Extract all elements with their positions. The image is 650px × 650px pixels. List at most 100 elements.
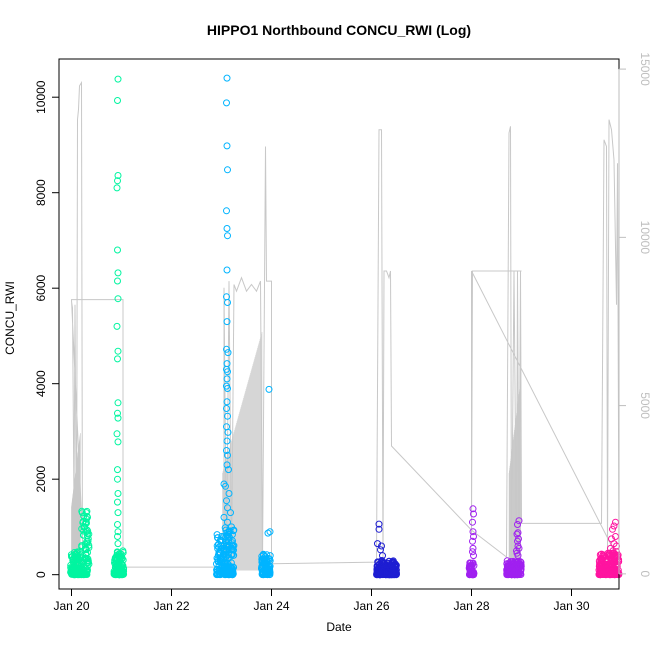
data-point <box>514 567 521 575</box>
data-point <box>469 528 477 536</box>
data-point <box>469 568 477 576</box>
data-point <box>223 447 230 454</box>
data-point <box>113 322 121 330</box>
x-tick-label: Jan 30 <box>553 599 589 613</box>
data-point <box>263 551 271 559</box>
data-point <box>117 553 125 561</box>
data-point <box>111 560 119 568</box>
data-point <box>264 529 272 537</box>
data-point <box>223 99 230 107</box>
data-point <box>373 571 381 579</box>
data-point <box>469 537 476 545</box>
data-point <box>113 184 121 192</box>
data-point <box>223 266 231 274</box>
data-point <box>229 570 237 578</box>
data-point <box>223 398 231 406</box>
data-point <box>114 355 121 363</box>
data-point <box>224 451 231 459</box>
data-point <box>378 570 386 578</box>
data-point <box>224 232 231 240</box>
data-point <box>375 520 383 528</box>
y-tick-label: 0 <box>34 571 48 578</box>
data-point <box>224 550 232 558</box>
y2-tick-label: 0 <box>638 571 650 578</box>
data-point <box>217 558 225 566</box>
data-point <box>385 569 393 576</box>
data-point <box>378 542 385 550</box>
data-point <box>73 549 81 557</box>
data-point <box>78 569 86 577</box>
points-layer <box>67 74 623 579</box>
data-point <box>114 466 121 474</box>
data-point <box>380 559 388 567</box>
chart-title: HIPPO1 Northbound CONCU_RWI (Log) <box>207 22 471 38</box>
data-point <box>265 385 273 393</box>
data-point <box>221 554 229 562</box>
data-point <box>222 482 229 490</box>
data-point <box>224 299 231 306</box>
data-point <box>604 568 611 576</box>
y-tick-label: 10000 <box>34 80 48 114</box>
data-point <box>114 347 122 355</box>
data-point <box>223 375 231 383</box>
data-point <box>266 528 274 536</box>
data-point <box>114 75 122 83</box>
data-point <box>610 570 618 578</box>
y-tick-label: 6000 <box>34 275 48 302</box>
data-point <box>114 498 121 506</box>
data-point <box>84 513 91 521</box>
data-point <box>612 518 619 526</box>
y-tick-label: 4000 <box>34 370 48 397</box>
data-point <box>226 527 234 535</box>
data-point <box>470 552 477 560</box>
x-tick-label: Jan 22 <box>153 599 189 613</box>
data-point <box>114 246 121 254</box>
data-point <box>610 522 618 530</box>
data-point <box>114 521 121 528</box>
data-point <box>470 510 477 518</box>
data-point <box>218 533 226 540</box>
data-point <box>223 497 230 505</box>
data-point <box>217 536 224 544</box>
data-point <box>503 560 511 568</box>
data-point <box>114 414 122 422</box>
data-point <box>223 225 231 232</box>
data-point <box>469 518 476 526</box>
data-point <box>224 385 231 392</box>
data-point <box>113 430 121 438</box>
data-point <box>213 542 221 550</box>
line-series <box>70 80 620 570</box>
point-group <box>465 505 525 579</box>
data-point <box>223 461 231 469</box>
data-point <box>227 509 234 517</box>
data-point <box>220 513 228 521</box>
data-point <box>223 345 230 353</box>
data-point <box>224 554 232 562</box>
point-group <box>213 74 274 579</box>
data-point <box>84 558 92 566</box>
data-point <box>213 571 221 579</box>
x-axis: Jan 20 Jan 22 Jan 24 Jan 26 Jan 28 Jan 30 <box>53 588 590 613</box>
data-point <box>224 428 232 436</box>
data-point <box>215 543 223 551</box>
data-point <box>378 565 386 573</box>
data-point <box>224 412 231 420</box>
data-point <box>71 567 79 575</box>
data-point <box>230 542 238 550</box>
data-point <box>469 505 477 513</box>
data-point <box>117 570 125 577</box>
data-point <box>114 509 122 517</box>
data-point <box>597 571 605 579</box>
data-point <box>78 509 86 517</box>
data-point <box>82 509 90 517</box>
data-point <box>78 566 86 573</box>
data-point <box>116 567 124 574</box>
plot-frame <box>58 58 620 590</box>
data-point <box>609 525 616 533</box>
data-point <box>510 569 518 577</box>
data-point <box>504 565 512 573</box>
point-group <box>373 520 400 579</box>
data-point <box>223 142 231 150</box>
data-point <box>230 527 237 535</box>
